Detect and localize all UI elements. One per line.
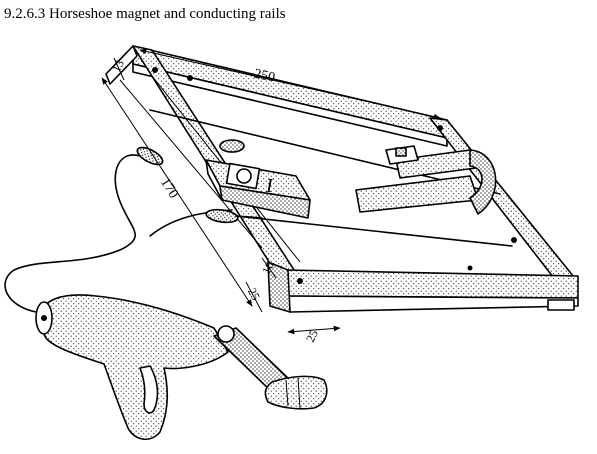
hand-generator xyxy=(35,294,328,440)
back-rail xyxy=(132,45,448,139)
figure-caption: 9.2.6.3 Horseshoe magnet and conducting … xyxy=(4,6,286,22)
meter-label: I xyxy=(265,175,274,197)
alligator-clip-2 xyxy=(205,208,239,224)
dimension-13: 13 xyxy=(109,58,127,75)
dimension-10: 10 xyxy=(259,260,277,277)
current-meter-box: I xyxy=(205,139,311,219)
dimension-25-side: 25 xyxy=(245,285,263,302)
dimension-annotations: 250 13 170 10 25 25 xyxy=(101,48,441,345)
dimension-250: 250 xyxy=(253,67,277,86)
dimension-25-base: 25 xyxy=(303,328,321,345)
wooden-frame xyxy=(105,45,579,313)
front-rail xyxy=(285,269,579,299)
dimension-170: 170 xyxy=(157,176,181,202)
frame-foot xyxy=(547,299,575,311)
alligator-clip-1 xyxy=(136,146,164,166)
horseshoe-magnet xyxy=(355,145,497,215)
